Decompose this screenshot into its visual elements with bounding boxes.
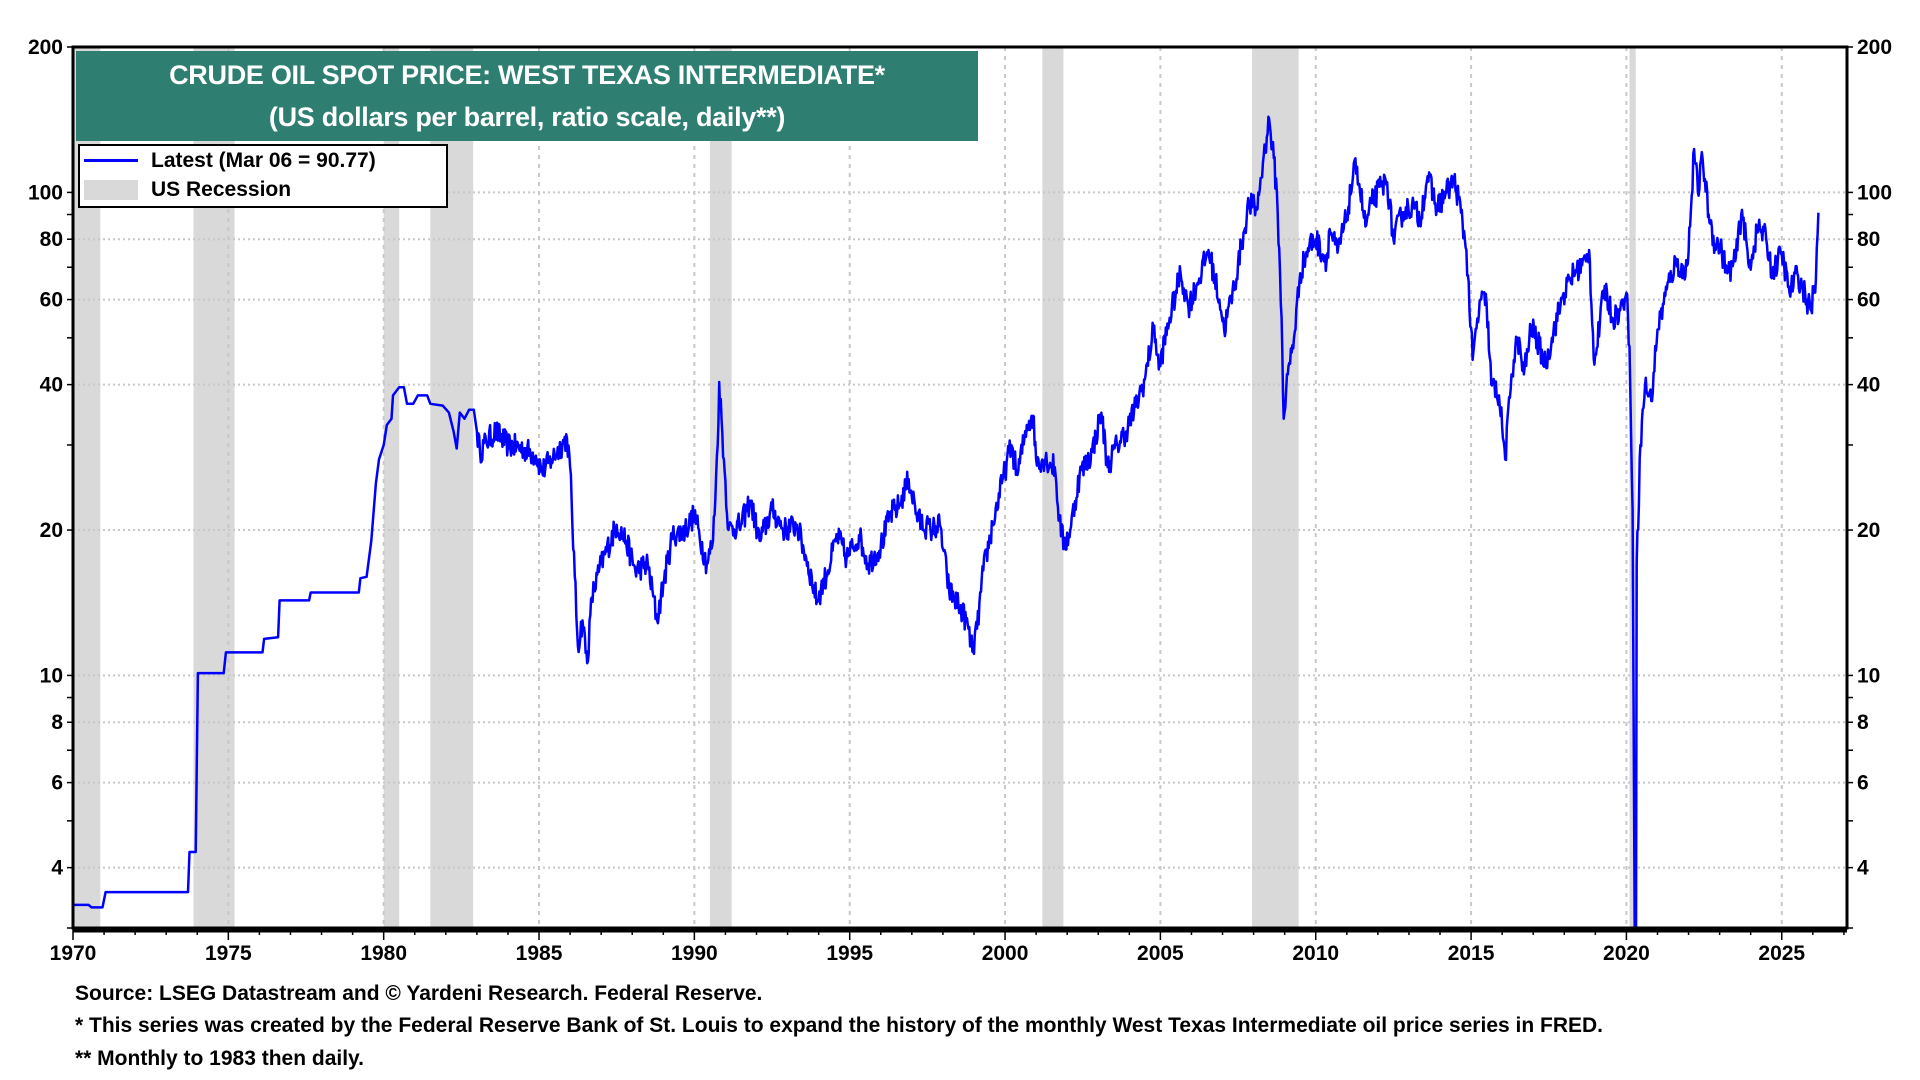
legend-label-latest: Latest (Mar 06 = 90.77) <box>151 148 376 172</box>
legend-item-latest: Latest (Mar 06 = 90.77) <box>80 146 446 175</box>
y-tick-label-left: 10 <box>40 664 63 687</box>
y-tick-label-right: 8 <box>1857 711 1869 734</box>
legend-recession-swatch <box>84 179 138 200</box>
y-tick-label-right: 100 <box>1857 181 1892 204</box>
x-tick-label: 1980 <box>360 942 407 965</box>
wti-price-line <box>73 115 1820 928</box>
x-tick-label: 1990 <box>671 942 718 965</box>
footer-note-2: ** Monthly to 1983 then daily. <box>75 1047 364 1070</box>
y-tick-label-right: 40 <box>1857 374 1880 397</box>
y-tick-label-left: 80 <box>40 228 63 251</box>
x-tick-label: 1985 <box>516 942 563 965</box>
recession-band <box>383 47 400 928</box>
x-tick-label: 2010 <box>1292 942 1339 965</box>
y-tick-label-right: 60 <box>1857 289 1880 312</box>
x-tick-label: 1970 <box>50 942 97 965</box>
footer-source: Source: LSEG Datastream and © Yardeni Re… <box>75 982 763 1005</box>
series-layer <box>73 115 1820 928</box>
x-tick-label: 2025 <box>1758 942 1805 965</box>
y-tick-label-right: 6 <box>1857 772 1869 795</box>
x-tick-label: 1975 <box>205 942 252 965</box>
x-tick-label: 2005 <box>1137 942 1184 965</box>
x-tick-label: 2020 <box>1603 942 1650 965</box>
chart-subtitle: (US dollars per barrel, ratio scale, dai… <box>268 102 786 132</box>
y-tick-label-left: 8 <box>51 711 63 734</box>
y-tick-label-right: 4 <box>1857 857 1869 880</box>
legend-label-recession: US Recession <box>151 177 292 201</box>
footer-note-1: * This series was created by the Federal… <box>75 1014 1604 1037</box>
y-tick-label-left: 6 <box>51 772 63 795</box>
legend-item-recession: US Recession <box>80 175 446 204</box>
y-tick-label-left: 40 <box>40 374 63 397</box>
legend: Latest (Mar 06 = 90.77) US Recession <box>78 144 448 208</box>
y-tick-label-left: 100 <box>28 181 63 204</box>
recession-band <box>709 47 732 928</box>
recession-band <box>1042 47 1064 928</box>
x-tick-label: 2015 <box>1448 942 1495 965</box>
y-tick-label-left: 4 <box>51 857 63 880</box>
legend-line-swatch <box>84 159 138 162</box>
y-tick-label-right: 20 <box>1857 519 1880 542</box>
x-tick-label: 1995 <box>826 942 873 965</box>
chart-title: CRUDE OIL SPOT PRICE: WEST TEXAS INTERME… <box>169 60 885 90</box>
y-tick-label-left: 200 <box>28 36 63 59</box>
y-tick-label-right: 80 <box>1857 228 1880 251</box>
chart-title-box: CRUDE OIL SPOT PRICE: WEST TEXAS INTERME… <box>76 51 978 141</box>
y-tick-label-left: 60 <box>40 289 63 312</box>
y-tick-label-left: 20 <box>40 519 63 542</box>
y-tick-label-right: 10 <box>1857 664 1880 687</box>
plot-frame <box>71 45 1849 930</box>
y-tick-label-right: 200 <box>1857 36 1892 59</box>
x-tick-label: 2000 <box>982 942 1029 965</box>
